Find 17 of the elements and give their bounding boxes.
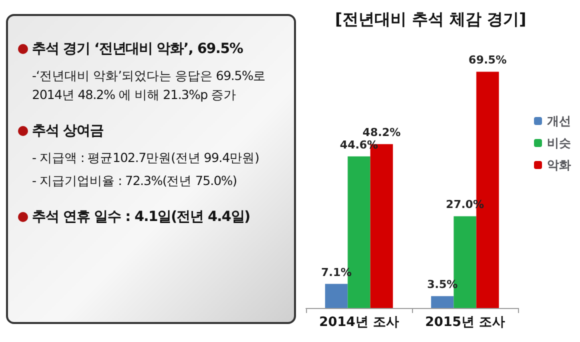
- text: 추석 연휴 일수 : 4.1일(전년 4.4일): [32, 208, 250, 227]
- data-label: 69.5%: [468, 54, 507, 67]
- legend-label: 악화: [547, 158, 571, 172]
- legend-label: 비슷: [547, 136, 571, 150]
- chart-title: [전년대비 추석 체감 경기]: [335, 10, 526, 28]
- text: -‘전년대비 악화’되었다는 응답은 69.5%로 2014년 48.2% 에 비해 21.3%p 증가: [32, 67, 267, 104]
- text: - 지급기업비율 : 72.3%(전년 75.0%): [32, 172, 238, 190]
- bar: [431, 296, 454, 308]
- text: 추석 경기 ‘전년대비 악화’, 69.5%: [32, 40, 243, 59]
- data-label: 44.6%: [340, 138, 378, 152]
- text: - 지급액 : 평균102.7만원(전년 99.4만원): [32, 149, 260, 167]
- bar: [325, 284, 348, 308]
- legend-label: 개선: [547, 114, 571, 128]
- x-tick-label: 2014년 조사: [319, 315, 399, 330]
- data-label: 48.2%: [362, 126, 401, 140]
- text: 추석 상여금: [32, 122, 104, 141]
- x-tick-label: 2015년 조사: [425, 315, 505, 330]
